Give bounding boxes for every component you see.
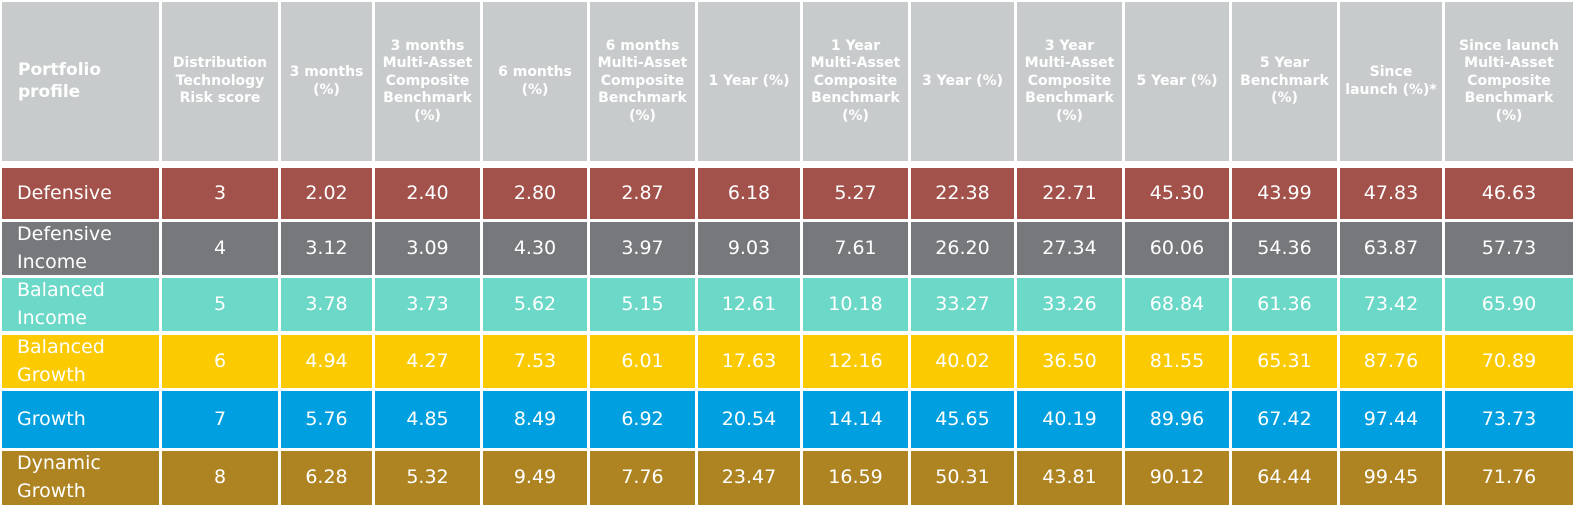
column-header: 3 months Multi-Asset Composite Benchmark… xyxy=(375,2,480,161)
table-cell: 2.80 xyxy=(483,168,587,219)
column-header: 3 Year Multi-Asset Composite Benchmark (… xyxy=(1017,2,1122,161)
table-cell: 16.59 xyxy=(803,451,908,505)
table-cell: 4.30 xyxy=(483,222,587,275)
table-cell: 68.84 xyxy=(1125,278,1229,331)
table-cell: 3.09 xyxy=(375,222,480,275)
table-cell: 50.31 xyxy=(911,451,1014,505)
table-cell: 71.76 xyxy=(1445,451,1573,505)
table-cell: 64.44 xyxy=(1232,451,1337,505)
table-cell: 99.45 xyxy=(1340,451,1442,505)
table-cell: 43.99 xyxy=(1232,168,1337,219)
column-header: 3 Year (%) xyxy=(911,2,1014,161)
table-cell: 5.62 xyxy=(483,278,587,331)
table-cell: 6.18 xyxy=(698,168,800,219)
column-header: Portfolio profile xyxy=(2,2,159,161)
table-cell: 6.92 xyxy=(590,391,695,448)
table-cell: 23.47 xyxy=(698,451,800,505)
table-cell: 43.81 xyxy=(1017,451,1122,505)
table-cell: 46.63 xyxy=(1445,168,1573,219)
table-cell: 27.34 xyxy=(1017,222,1122,275)
table-cell: 4.94 xyxy=(281,335,372,388)
table-cell: 9.49 xyxy=(483,451,587,505)
table-cell: 5.27 xyxy=(803,168,908,219)
table-cell: 89.96 xyxy=(1125,391,1229,448)
table-cell: 17.63 xyxy=(698,335,800,388)
table-cell: 73.42 xyxy=(1340,278,1442,331)
table-cell: 2.40 xyxy=(375,168,480,219)
column-header: 6 months Multi-Asset Composite Benchmark… xyxy=(590,2,695,161)
column-header: 6 months (%) xyxy=(483,2,587,161)
table-cell: 4 xyxy=(162,222,278,275)
table-cell: 33.27 xyxy=(911,278,1014,331)
table-cell: 5.76 xyxy=(281,391,372,448)
table-cell: 65.90 xyxy=(1445,278,1573,331)
table-cell: 3.12 xyxy=(281,222,372,275)
table-cell: 10.18 xyxy=(803,278,908,331)
column-header: 1 Year (%) xyxy=(698,2,800,161)
column-header: 3 months (%) xyxy=(281,2,372,161)
table-cell: 60.06 xyxy=(1125,222,1229,275)
table-cell: 20.54 xyxy=(698,391,800,448)
table-cell: 45.65 xyxy=(911,391,1014,448)
table-cell: 47.83 xyxy=(1340,168,1442,219)
table-cell: 40.19 xyxy=(1017,391,1122,448)
table-cell: 63.87 xyxy=(1340,222,1442,275)
table-cell: 8.49 xyxy=(483,391,587,448)
table-cell: 3.78 xyxy=(281,278,372,331)
table-cell: 54.36 xyxy=(1232,222,1337,275)
table-cell: 5.32 xyxy=(375,451,480,505)
table-cell: 7.61 xyxy=(803,222,908,275)
table-cell: 22.71 xyxy=(1017,168,1122,219)
table-cell: 65.31 xyxy=(1232,335,1337,388)
table-cell: 14.14 xyxy=(803,391,908,448)
table-cell: 5 xyxy=(162,278,278,331)
table-cell: 33.26 xyxy=(1017,278,1122,331)
table-cell: 87.76 xyxy=(1340,335,1442,388)
table-cell: 45.30 xyxy=(1125,168,1229,219)
profile-name: Defensive xyxy=(2,168,159,219)
profile-name: Balanced Growth xyxy=(2,335,159,388)
table-cell: 22.38 xyxy=(911,168,1014,219)
table-cell: 6 xyxy=(162,335,278,388)
table-cell: 70.89 xyxy=(1445,335,1573,388)
table-cell: 61.36 xyxy=(1232,278,1337,331)
table-cell: 7.76 xyxy=(590,451,695,505)
table-cell: 2.87 xyxy=(590,168,695,219)
profile-name: Growth xyxy=(2,391,159,448)
table-cell: 73.73 xyxy=(1445,391,1573,448)
table-cell: 7.53 xyxy=(483,335,587,388)
table-cell: 97.44 xyxy=(1340,391,1442,448)
column-header: 1 Year Multi-Asset Composite Benchmark (… xyxy=(803,2,908,161)
table-cell: 90.12 xyxy=(1125,451,1229,505)
table-cell: 4.85 xyxy=(375,391,480,448)
profile-name: Defensive Income xyxy=(2,222,159,275)
table-cell: 8 xyxy=(162,451,278,505)
profile-name: Balanced Income xyxy=(2,278,159,331)
column-header: Since launch Multi-Asset Composite Bench… xyxy=(1445,2,1573,161)
table-cell: 12.16 xyxy=(803,335,908,388)
table-cell: 36.50 xyxy=(1017,335,1122,388)
table-cell: 7 xyxy=(162,391,278,448)
column-header: Distribution Technology Risk score xyxy=(162,2,278,161)
table-cell: 57.73 xyxy=(1445,222,1573,275)
table-cell: 5.15 xyxy=(590,278,695,331)
table-cell: 3.73 xyxy=(375,278,480,331)
table-cell: 81.55 xyxy=(1125,335,1229,388)
table-cell: 9.03 xyxy=(698,222,800,275)
table-cell: 2.02 xyxy=(281,168,372,219)
profile-name: Dynamic Growth xyxy=(2,451,159,505)
table-cell: 3.97 xyxy=(590,222,695,275)
table-cell: 40.02 xyxy=(911,335,1014,388)
table-cell: 6.28 xyxy=(281,451,372,505)
table-cell: 3 xyxy=(162,168,278,219)
table-cell: 6.01 xyxy=(590,335,695,388)
table-cell: 12.61 xyxy=(698,278,800,331)
column-header: 5 Year Benchmark (%) xyxy=(1232,2,1337,161)
table-cell: 26.20 xyxy=(911,222,1014,275)
table-cell: 67.42 xyxy=(1232,391,1337,448)
column-header: 5 Year (%) xyxy=(1125,2,1229,161)
table-cell: 4.27 xyxy=(375,335,480,388)
column-header: Since launch (%)* xyxy=(1340,2,1442,161)
